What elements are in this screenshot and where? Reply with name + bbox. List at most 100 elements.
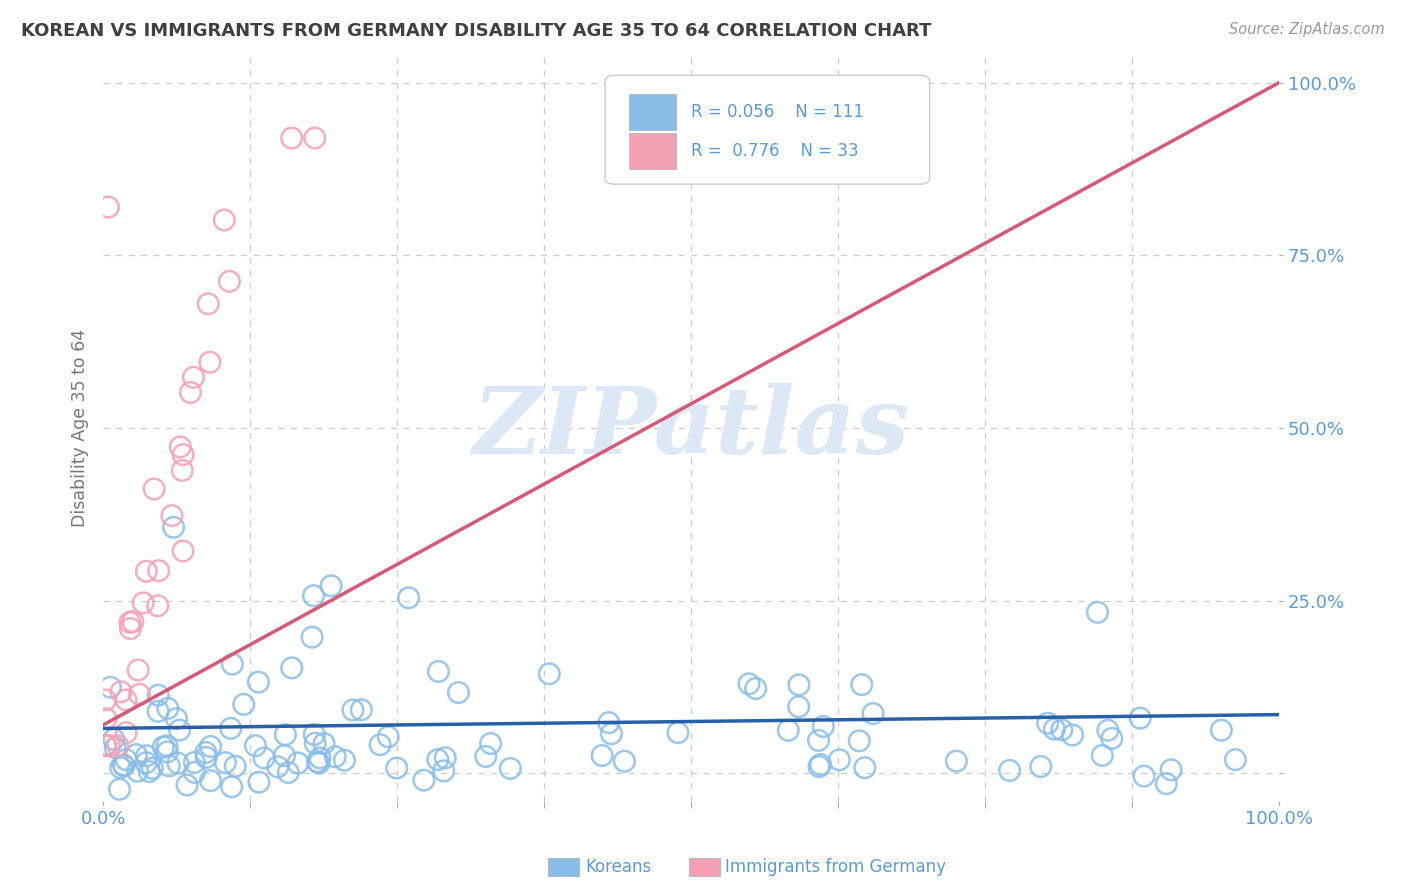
FancyBboxPatch shape (628, 94, 676, 129)
Point (152, 739, 174, 754)
Text: Koreans: Koreans (585, 858, 651, 876)
Y-axis label: Disability Age 35 to 64: Disability Age 35 to 64 (72, 329, 89, 527)
Point (350, 703, 373, 717)
Point (1036, 716, 1059, 731)
Point (333, 753, 356, 767)
Point (219, 722, 242, 736)
Point (115, 753, 138, 767)
Point (945, 754, 967, 768)
Point (998, 764, 1021, 778)
Point (94, 739, 117, 753)
Point (267, 760, 290, 774)
Point (342, 703, 364, 717)
Point (538, 666, 561, 681)
Point (808, 759, 831, 773)
Point (1225, 753, 1247, 767)
Point (115, 725, 138, 739)
Point (100, 680, 122, 694)
Point (169, 723, 191, 737)
Point (321, 579, 343, 593)
Point (148, 564, 170, 578)
Point (135, 748, 157, 763)
Point (434, 750, 457, 764)
Point (146, 599, 169, 613)
Point (94, 712, 117, 726)
Point (828, 753, 851, 767)
Point (1091, 748, 1114, 763)
Point (301, 630, 323, 644)
Point (232, 698, 254, 712)
Point (94, 739, 117, 753)
Point (108, 782, 131, 797)
Point (304, 736, 326, 750)
Point (1050, 723, 1073, 737)
Point (247, 675, 270, 690)
Point (165, 712, 187, 726)
Point (112, 758, 135, 772)
Point (143, 482, 166, 496)
Point (97, 200, 120, 214)
Point (121, 615, 143, 629)
Point (787, 678, 810, 692)
Point (1129, 711, 1152, 725)
Point (98, 739, 121, 753)
Point (312, 737, 335, 751)
Text: ZIPatlas: ZIPatlas (472, 383, 910, 473)
Point (94, 693, 117, 707)
Point (214, 756, 236, 770)
Text: R =  0.776    N = 33: R = 0.776 N = 33 (690, 143, 859, 161)
Point (156, 701, 179, 715)
Point (853, 761, 876, 775)
Point (194, 746, 217, 760)
Point (447, 685, 470, 699)
Point (176, 778, 198, 792)
Point (277, 765, 299, 780)
Point (304, 131, 326, 145)
Point (323, 749, 346, 764)
Point (156, 739, 179, 753)
Point (426, 753, 449, 767)
Point (385, 761, 408, 775)
Text: KOREAN VS IMMIGRANTS FROM GERMANY DISABILITY AGE 35 TO 64 CORRELATION CHART: KOREAN VS IMMIGRANTS FROM GERMANY DISABI… (21, 22, 931, 40)
Point (810, 757, 832, 772)
Point (427, 665, 450, 679)
Point (118, 615, 141, 630)
Text: Source: ZipAtlas.com: Source: ZipAtlas.com (1229, 22, 1385, 37)
FancyBboxPatch shape (628, 134, 676, 169)
Point (307, 755, 329, 769)
Point (115, 693, 138, 707)
Point (1160, 763, 1182, 777)
Point (1043, 722, 1066, 736)
Point (172, 544, 194, 558)
Text: Immigrants from Germany: Immigrants from Germany (725, 858, 946, 876)
Point (160, 508, 183, 523)
Point (1156, 777, 1178, 791)
Point (412, 773, 434, 788)
Point (127, 663, 149, 677)
Point (787, 699, 810, 714)
Point (110, 685, 132, 699)
Point (104, 740, 127, 755)
Point (433, 764, 456, 778)
Point (377, 730, 399, 744)
Point (368, 738, 391, 752)
Point (107, 739, 129, 753)
Point (862, 706, 884, 721)
Point (851, 678, 873, 692)
Point (162, 520, 184, 534)
Point (273, 748, 295, 763)
Point (183, 370, 205, 384)
Point (218, 274, 240, 288)
Point (195, 750, 218, 764)
Point (198, 355, 221, 369)
Point (600, 727, 623, 741)
Point (744, 681, 766, 696)
Point (103, 732, 125, 747)
Point (778, 723, 800, 738)
Text: R = 0.056    N = 111: R = 0.056 N = 111 (690, 103, 863, 120)
Point (132, 596, 155, 610)
Point (738, 677, 761, 691)
Point (200, 773, 222, 788)
Point (125, 747, 148, 762)
Point (183, 756, 205, 770)
